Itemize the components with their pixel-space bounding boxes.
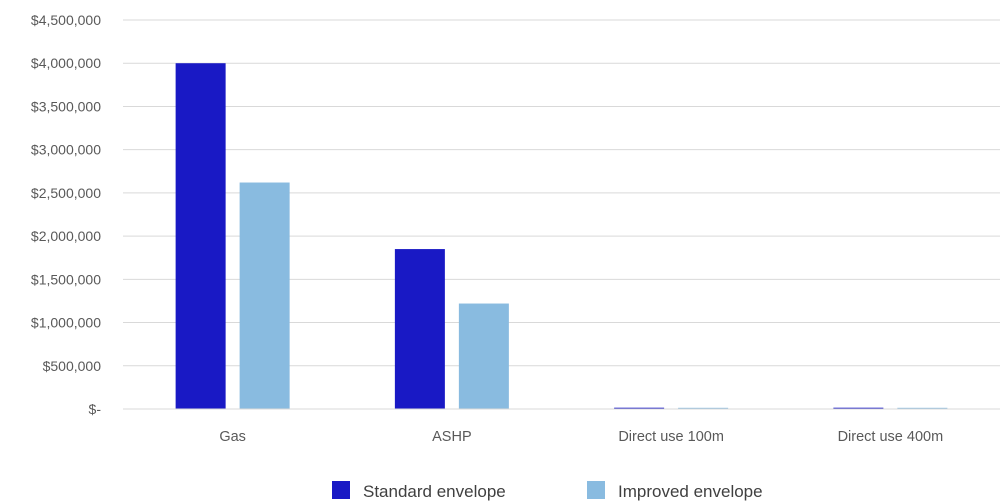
bars: [175, 63, 948, 409]
bar-standard-envelope-3: [833, 407, 884, 409]
y-tick-label: $4,000,000: [31, 55, 101, 71]
y-tick-label: $1,000,000: [31, 315, 101, 331]
y-tick-label: $500,000: [43, 358, 102, 374]
bar-standard-envelope-0: [175, 63, 226, 409]
x-category-label: Direct use 400m: [838, 429, 944, 445]
bar-standard-envelope-2: [614, 407, 665, 409]
x-category-label: Gas: [219, 429, 246, 445]
legend: Standard envelope Improved envelope: [332, 481, 763, 501]
y-axis-tick-labels: $- $500,000 $1,000,000 $1,500,000 $2,000,000…: [31, 12, 101, 417]
y-tick-label: $1,500,000: [31, 271, 101, 287]
legend-swatch: [332, 481, 350, 499]
bar-improved-envelope-1: [458, 303, 509, 409]
bar-standard-envelope-1: [394, 249, 445, 409]
y-tick-label: $2,500,000: [31, 185, 101, 201]
legend-label: Improved envelope: [618, 482, 763, 501]
y-tick-label: $2,000,000: [31, 228, 101, 244]
y-tick-label: $3,500,000: [31, 98, 101, 114]
legend-label: Standard envelope: [363, 482, 506, 501]
bar-improved-envelope-3: [897, 407, 948, 409]
x-axis-category-labels: Gas ASHP Direct use 100m Direct use 400m: [219, 429, 943, 445]
bar-improved-envelope-0: [239, 182, 290, 409]
y-tick-label: $4,500,000: [31, 12, 101, 28]
x-category-label: ASHP: [432, 429, 472, 445]
y-tick-label: $-: [89, 401, 102, 417]
y-tick-label: $3,000,000: [31, 142, 101, 158]
bar-improved-envelope-2: [678, 407, 729, 409]
x-category-label: Direct use 100m: [618, 429, 724, 445]
legend-swatch: [587, 481, 605, 499]
